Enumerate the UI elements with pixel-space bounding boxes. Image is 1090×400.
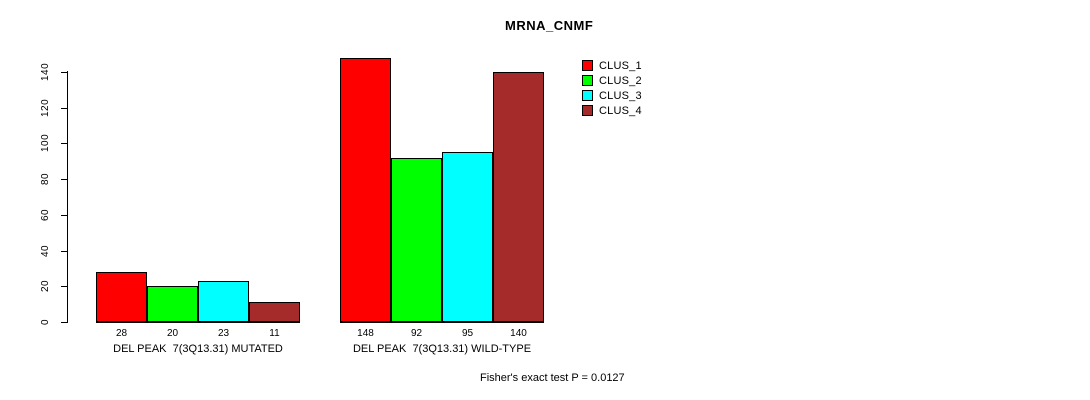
group-axis-label: DEL PEAK 7(3Q13.31) WILD-TYPE bbox=[352, 343, 532, 355]
y-axis-tick bbox=[61, 214, 67, 216]
bar-value-label: 148 bbox=[357, 328, 374, 339]
y-axis-tick bbox=[61, 250, 67, 252]
legend: CLUS_1 CLUS_2 CLUS_3 CLUS_4 bbox=[582, 58, 642, 118]
bar-clus_2 bbox=[147, 286, 198, 322]
group-baseline bbox=[96, 322, 300, 323]
group-baseline bbox=[340, 322, 544, 323]
y-axis-tick-label: 120 bbox=[40, 98, 51, 117]
bar-value-label: 92 bbox=[410, 328, 423, 339]
bar-clus_4 bbox=[493, 72, 544, 322]
bar-value-label: 28 bbox=[115, 328, 128, 339]
bar-value-label: 11 bbox=[269, 328, 280, 339]
y-axis-tick bbox=[61, 179, 67, 181]
y-axis-tick-label: 40 bbox=[40, 244, 51, 257]
legend-swatch-icon bbox=[582, 75, 593, 86]
bar-clus_4 bbox=[249, 302, 300, 322]
legend-item: CLUS_2 bbox=[582, 73, 642, 88]
y-axis-tick-label: 140 bbox=[40, 62, 51, 82]
bar-clus_1 bbox=[340, 57, 391, 322]
legend-item: CLUS_3 bbox=[582, 88, 642, 103]
y-axis-tick bbox=[61, 143, 67, 145]
y-axis-tick-label: 20 bbox=[40, 280, 51, 293]
bar-value-label: 140 bbox=[510, 328, 527, 339]
y-axis-tick bbox=[61, 286, 67, 288]
legend-item-label: CLUS_2 bbox=[599, 74, 642, 87]
bar-value-label: 20 bbox=[166, 328, 179, 339]
legend-item-label: CLUS_3 bbox=[599, 89, 642, 102]
bar-value-label: 23 bbox=[217, 328, 230, 339]
y-axis-line bbox=[67, 71, 68, 323]
bar-clus_2 bbox=[391, 157, 442, 322]
y-axis-tick bbox=[61, 322, 67, 323]
legend-item-label: CLUS_1 bbox=[599, 59, 642, 72]
bar-clus_3 bbox=[442, 152, 493, 322]
y-axis-tick-label: 0 bbox=[40, 318, 51, 326]
legend-swatch-icon bbox=[582, 105, 593, 116]
bar-value-label: 95 bbox=[461, 328, 474, 339]
y-axis-tick bbox=[61, 72, 67, 73]
chart-title: MRNA_CNMF bbox=[505, 18, 594, 33]
legend-swatch-icon bbox=[582, 90, 593, 101]
footer-note: Fisher's exact test P = 0.0127 bbox=[480, 372, 625, 384]
y-axis-tick bbox=[61, 107, 67, 109]
bar-clus_1 bbox=[96, 272, 147, 322]
legend-swatch-icon bbox=[582, 60, 593, 71]
y-axis-title: number of cases bbox=[0, 150, 74, 224]
legend-item: CLUS_1 bbox=[582, 58, 642, 73]
legend-item-label: CLUS_4 bbox=[599, 104, 642, 117]
legend-item: CLUS_4 bbox=[582, 103, 642, 118]
group-axis-label: DEL PEAK 7(3Q13.31) MUTATED bbox=[113, 343, 283, 355]
bar-clus_3 bbox=[198, 280, 249, 322]
